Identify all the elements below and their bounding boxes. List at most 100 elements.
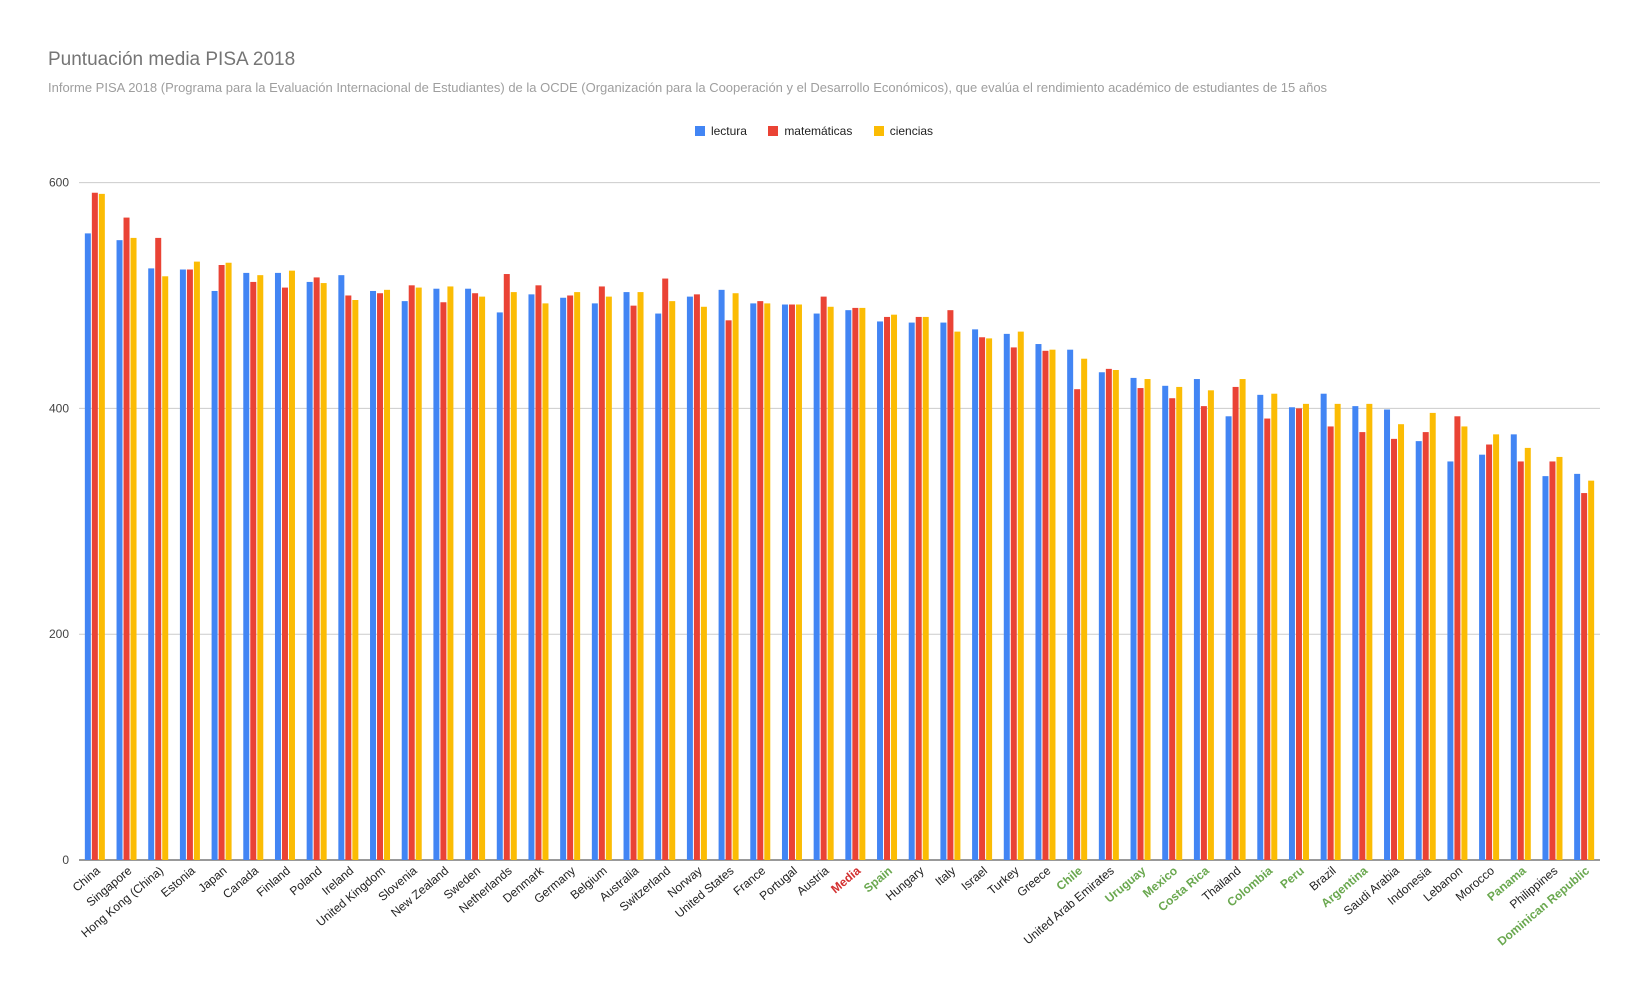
bar-matemáticas (630, 305, 637, 861)
bar-ciencias (542, 303, 549, 860)
x-tick-label: Greece (1014, 863, 1053, 899)
bar-ciencias (352, 300, 359, 860)
bar-matemáticas (91, 192, 98, 860)
bar-lectura (781, 304, 788, 861)
bar-lectura (1415, 441, 1422, 860)
bar-matemáticas (1295, 408, 1302, 860)
bar-ciencias (1017, 331, 1024, 860)
bar-ciencias (479, 296, 486, 860)
bar-ciencias (637, 292, 644, 860)
legend-label-matematicas: matemáticas (784, 124, 853, 138)
bar-ciencias (954, 331, 961, 860)
bar-ciencias (669, 301, 676, 860)
bar-ciencias (1556, 456, 1563, 860)
bar-matemáticas (1074, 389, 1081, 860)
bar-lectura (1035, 344, 1042, 861)
bar-lectura (877, 321, 884, 860)
bar-matemáticas (1359, 432, 1366, 860)
legend-label-ciencias: ciencias (889, 124, 934, 138)
bar-lectura (401, 301, 408, 860)
bar-lectura (1098, 372, 1105, 860)
bar-matemáticas (1486, 444, 1493, 860)
bar-matemáticas (915, 316, 922, 860)
bar-lectura (1130, 377, 1137, 860)
bar-lectura (972, 329, 979, 860)
bar-lectura (338, 275, 345, 861)
bar-matemáticas (788, 304, 795, 861)
bar-matemáticas (1581, 493, 1588, 860)
x-tick-label: Estonia (158, 863, 198, 900)
y-tick-label: 200 (49, 627, 69, 641)
bar-matemáticas (1137, 388, 1144, 860)
bar-ciencias (1239, 379, 1246, 860)
bar-matemáticas (218, 265, 225, 860)
bar-ciencias (288, 270, 295, 861)
bar-lectura (433, 288, 440, 860)
bar-ciencias (98, 193, 105, 860)
legend-item-matematicas[interactable]: matemáticas (768, 124, 852, 138)
bar-ciencias (1461, 426, 1468, 860)
bar-ciencias (257, 275, 264, 861)
bar-ciencias (1524, 447, 1531, 860)
bar-lectura (1225, 416, 1232, 860)
bar-lectura (243, 272, 250, 861)
bar-lectura (496, 312, 503, 861)
bar-lectura (1003, 333, 1010, 860)
bar-matemáticas (408, 285, 415, 860)
bar-ciencias (1144, 379, 1151, 860)
bar-lectura (1257, 394, 1264, 860)
bar-lectura (465, 288, 472, 860)
bar-lectura (370, 290, 377, 860)
bar-ciencias (1176, 386, 1183, 860)
bar-ciencias (986, 338, 993, 860)
bar-ciencias (1429, 412, 1436, 860)
bar-lectura (1574, 473, 1581, 860)
bar-ciencias (447, 286, 454, 860)
y-tick-label: 400 (49, 401, 69, 415)
bar-matemáticas (1200, 406, 1207, 860)
x-tick-label: Finland (254, 864, 293, 900)
bar-matemáticas (820, 296, 827, 860)
bar-lectura (623, 292, 630, 860)
bar-matemáticas (947, 310, 954, 861)
x-tick-label: Italy (932, 864, 958, 889)
bar-ciencias (1366, 403, 1373, 860)
bar-lectura (750, 303, 757, 860)
bar-lectura (84, 233, 91, 861)
bar-lectura (1384, 409, 1391, 860)
bar-lectura (306, 281, 313, 860)
bar-ciencias (891, 314, 898, 860)
bar-matemáticas (535, 285, 542, 860)
bar-matemáticas (852, 307, 859, 861)
bar-lectura (1288, 407, 1295, 860)
bar-matemáticas (440, 302, 447, 860)
bar-lectura (655, 313, 662, 860)
x-tick-label: Media (828, 863, 863, 896)
bar-lectura (908, 322, 915, 860)
bar-lectura (179, 269, 186, 861)
bar-matemáticas (250, 281, 257, 860)
legend-item-ciencias[interactable]: ciencias (873, 124, 934, 138)
bar-ciencias (225, 262, 232, 860)
bar-ciencias (1207, 390, 1214, 860)
bar-matemáticas (1010, 347, 1017, 861)
bar-matemáticas (1264, 418, 1271, 860)
bar-matemáticas (979, 337, 986, 860)
bar-matemáticas (662, 278, 669, 860)
bar-ciencias (1081, 358, 1088, 860)
bar-ciencias (574, 292, 581, 860)
bar-matemáticas (1549, 461, 1556, 860)
bar-ciencias (1493, 434, 1500, 860)
bar-lectura (528, 294, 535, 860)
bar-matemáticas (693, 294, 700, 860)
legend-item-lectura[interactable]: lectura (694, 124, 747, 138)
bar-lectura (1162, 385, 1169, 860)
chart-subtitle: Informe PISA 2018 (Programa para la Eval… (48, 80, 1328, 95)
bar-matemáticas (503, 274, 510, 861)
bar-ciencias (510, 292, 517, 860)
bar-lectura (1510, 434, 1517, 860)
bar-ciencias (193, 261, 200, 860)
bar-matemáticas (281, 287, 288, 860)
